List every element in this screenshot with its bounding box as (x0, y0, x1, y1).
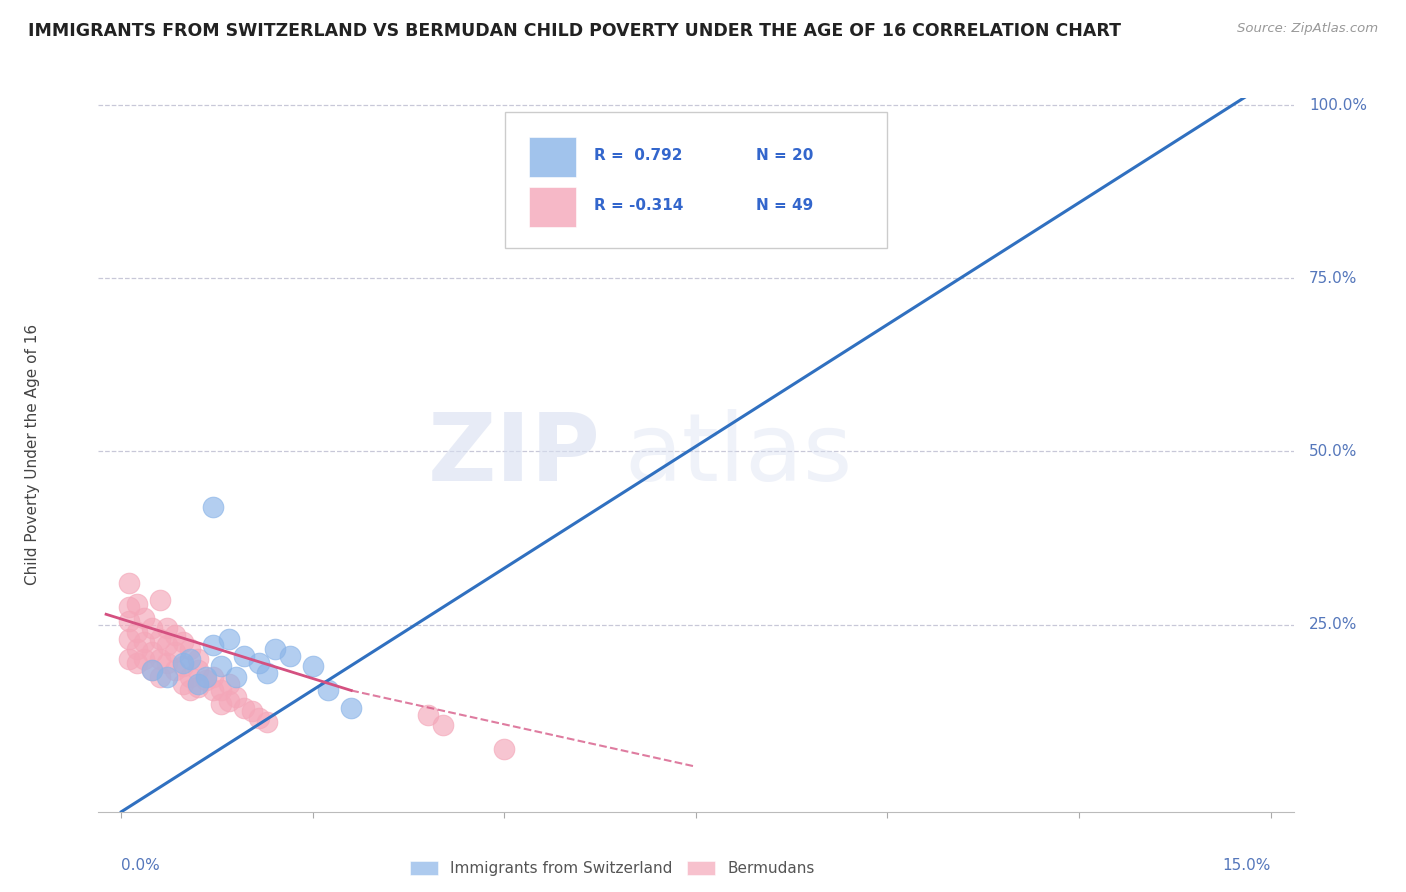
Point (118, 652, 141, 666)
Text: 15.0%: 15.0% (1222, 858, 1271, 873)
Point (163, 663, 186, 677)
Text: 25.0%: 25.0% (1309, 617, 1357, 632)
Text: Child Poverty Under the Age of 16: Child Poverty Under the Age of 16 (25, 325, 41, 585)
Point (149, 632, 172, 646)
Text: 75.0%: 75.0% (1309, 271, 1357, 285)
Point (118, 632, 141, 646)
Point (156, 621, 179, 635)
Point (134, 635, 156, 649)
Point (247, 711, 270, 725)
Text: 100.0%: 100.0% (1309, 97, 1367, 112)
Point (149, 652, 172, 666)
Point (263, 641, 285, 656)
Point (118, 576, 141, 591)
Text: ZIP: ZIP (427, 409, 600, 501)
Legend: Immigrants from Switzerland, Bermudans: Immigrants from Switzerland, Bermudans (404, 855, 821, 882)
Bar (529, 137, 576, 177)
Point (172, 676, 194, 690)
Point (494, 742, 516, 756)
Point (302, 659, 325, 673)
Point (340, 700, 363, 714)
Point (179, 670, 201, 684)
Point (141, 663, 163, 677)
Point (233, 700, 256, 714)
Point (202, 500, 225, 514)
Point (118, 614, 141, 628)
Point (256, 666, 278, 681)
Point (134, 611, 156, 625)
Point (187, 652, 209, 666)
Point (125, 624, 148, 639)
Point (156, 670, 179, 684)
Point (141, 645, 163, 659)
Point (647, 133, 669, 147)
Text: atlas: atlas (624, 409, 852, 501)
Text: 0.0%: 0.0% (121, 858, 160, 873)
Point (156, 656, 179, 670)
Point (156, 639, 179, 653)
FancyBboxPatch shape (505, 112, 887, 248)
Point (209, 683, 232, 698)
Point (141, 663, 163, 677)
Bar (529, 187, 576, 227)
Point (187, 676, 209, 690)
Point (149, 670, 172, 684)
Point (172, 656, 194, 670)
Point (202, 683, 225, 698)
Point (233, 648, 256, 663)
Point (278, 648, 301, 663)
Point (149, 593, 172, 607)
Point (187, 663, 209, 677)
Point (172, 635, 194, 649)
Text: Source: ZipAtlas.com: Source: ZipAtlas.com (1237, 22, 1378, 36)
Point (247, 656, 270, 670)
Point (125, 597, 148, 611)
Point (202, 639, 225, 653)
Point (218, 676, 240, 690)
Point (179, 652, 201, 666)
Point (218, 694, 240, 708)
Point (218, 632, 240, 646)
Point (187, 680, 209, 694)
Text: IMMIGRANTS FROM SWITZERLAND VS BERMUDAN CHILD POVERTY UNDER THE AGE OF 16 CORREL: IMMIGRANTS FROM SWITZERLAND VS BERMUDAN … (28, 22, 1121, 40)
Text: R =  0.792: R = 0.792 (595, 148, 683, 162)
Point (179, 641, 201, 656)
Text: 50.0%: 50.0% (1309, 444, 1357, 459)
Text: N = 49: N = 49 (756, 198, 813, 212)
Point (163, 645, 186, 659)
Point (194, 670, 217, 684)
Point (240, 704, 263, 718)
Point (172, 659, 194, 673)
Point (416, 707, 439, 722)
Point (316, 683, 339, 698)
Point (432, 718, 454, 732)
Point (256, 714, 278, 729)
Point (202, 670, 225, 684)
Point (225, 690, 247, 705)
Text: N = 20: N = 20 (756, 148, 813, 162)
Point (134, 652, 156, 666)
Point (141, 621, 163, 635)
Text: R = -0.314: R = -0.314 (595, 198, 683, 212)
Point (194, 673, 217, 687)
Point (209, 659, 232, 673)
Point (225, 670, 247, 684)
Point (179, 683, 201, 698)
Point (125, 641, 148, 656)
Point (209, 698, 232, 712)
Point (125, 656, 148, 670)
Point (163, 628, 186, 642)
Point (118, 600, 141, 615)
